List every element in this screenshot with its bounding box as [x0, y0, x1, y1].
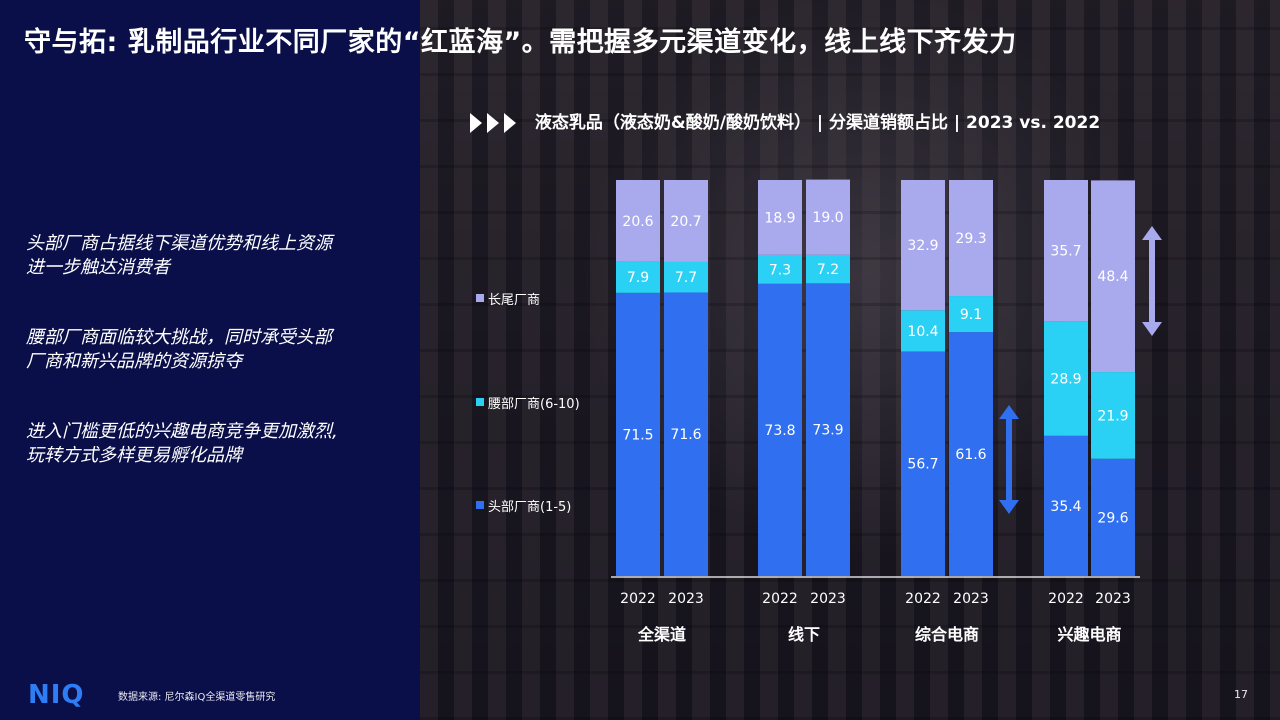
bar-segment-0-2022-0 — [616, 292, 660, 576]
double-arrow-icon-1-shape — [1142, 226, 1162, 336]
chart-subtitle-text: 液态乳品（液态奶&酸奶/酸奶饮料） | 分渠道销额占比 | 2023 vs. 2… — [534, 113, 1101, 133]
key-point-1: 头部厂商占据线下渠道优势和线上资源 进一步触达消费者 — [26, 233, 332, 278]
double-arrow-icon-0-shape — [999, 405, 1019, 514]
group-label-2: 综合电商 — [915, 625, 979, 644]
data-label-1-2022-1: 7.3 — [769, 262, 791, 278]
triple-arrow-icon — [470, 113, 521, 133]
bar-segment-0-2023-2 — [664, 180, 708, 262]
data-source: 数据来源: 尼尔森IQ全渠道零售研究 — [118, 692, 276, 703]
page-number: 17 — [1234, 688, 1248, 701]
data-label-3-2023-1: 21.9 — [1097, 408, 1128, 424]
bar-segment-2-2023-1 — [949, 296, 993, 333]
data-label-2-2023-0: 61.6 — [955, 447, 986, 463]
bar-segment-3-2023-2 — [1091, 180, 1135, 373]
data-label-1-2022-0: 73.8 — [764, 423, 795, 439]
key-points: 头部厂商占据线下渠道优势和线上资源 进一步触达消费者 腰部厂商面临较大挑战，同时… — [26, 232, 406, 514]
group-label-0: 全渠道 — [637, 625, 686, 644]
bar-segment-1-2022-0 — [758, 283, 802, 576]
bar-segment-0-2023-0 — [664, 292, 708, 576]
bar-segment-1-2023-1 — [806, 254, 850, 284]
group-label-1: 线下 — [788, 625, 820, 644]
data-label-0-2023-2: 20.7 — [670, 214, 701, 230]
bar-segment-0-2022-2 — [616, 180, 660, 262]
chart-subtitle: 液态乳品（液态奶&酸奶/酸奶饮料） | 分渠道销额占比 | 2023 vs. 2… — [470, 108, 1100, 133]
year-label-3-2022: 2022 — [1048, 591, 1084, 607]
data-label-2-2023-2: 29.3 — [955, 231, 986, 247]
year-label-2-2022: 2022 — [905, 591, 941, 607]
year-label-3-2023: 2023 — [1095, 591, 1131, 607]
slide-title: 守与拓: 乳制品行业不同厂家的“红蓝海”。需把握多元渠道变化，线上线下齐发力 — [24, 27, 1017, 58]
key-point-3: 进入门槛更低的兴趣电商竞争更加激烈, 玩转方式多样更易孵化品牌 — [26, 421, 338, 466]
data-label-2-2022-0: 56.7 — [907, 457, 938, 473]
legend-swatch-1 — [476, 398, 484, 406]
data-label-0-2022-1: 7.9 — [627, 270, 649, 286]
double-arrow-icon-1 — [1142, 226, 1162, 336]
data-label-1-2023-1: 7.2 — [817, 262, 839, 278]
data-label-2-2023-1: 9.1 — [960, 307, 982, 323]
bar-segment-3-2022-2 — [1044, 180, 1088, 322]
legend-swatch-0 — [476, 294, 484, 302]
data-label-3-2023-2: 48.4 — [1097, 269, 1128, 285]
bar-segment-3-2022-1 — [1044, 321, 1088, 436]
data-label-0-2023-0: 71.6 — [670, 427, 701, 443]
legend-swatch-2 — [476, 501, 484, 509]
data-label-1-2023-0: 73.9 — [812, 423, 843, 439]
double-arrow-icon-0 — [999, 405, 1019, 514]
bar-segment-1-2023-0 — [806, 283, 850, 576]
bar-segment-0-2023-1 — [664, 261, 708, 293]
data-label-2-2022-1: 10.4 — [907, 324, 938, 340]
data-label-3-2023-0: 29.6 — [1097, 510, 1128, 526]
bar-segment-2-2023-2 — [949, 180, 993, 297]
data-label-3-2022-2: 35.7 — [1050, 244, 1081, 260]
bar-segment-2-2023-0 — [949, 332, 993, 576]
key-point-2: 腰部厂商面临较大挑战，同时承受头部 厂商和新兴品牌的资源掠夺 — [26, 327, 332, 372]
bar-segment-0-2022-1 — [616, 261, 660, 293]
left-panel — [0, 0, 420, 720]
bar-segment-1-2022-1 — [758, 254, 802, 284]
bar-segment-3-2023-1 — [1091, 372, 1135, 459]
year-label-0-2023: 2023 — [668, 591, 704, 607]
bar-segment-3-2023-0 — [1091, 458, 1135, 576]
legend-label-1: 腰部厂商(6-10) — [488, 397, 580, 412]
bar-segment-1-2022-2 — [758, 180, 802, 255]
data-label-3-2022-1: 28.9 — [1050, 372, 1081, 388]
data-label-0-2023-1: 7.7 — [675, 270, 697, 286]
niq-logo: NIQ — [28, 680, 85, 710]
data-label-1-2023-2: 19.0 — [812, 210, 843, 226]
legend-label-2: 头部厂商(1-5) — [488, 500, 571, 515]
bar-segment-2-2022-0 — [901, 351, 945, 576]
bar-segment-1-2023-2 — [806, 179, 850, 255]
data-label-1-2022-2: 18.9 — [764, 210, 795, 226]
bar-segment-3-2022-0 — [1044, 435, 1088, 576]
year-label-1-2023: 2023 — [810, 591, 846, 607]
year-label-1-2022: 2022 — [762, 591, 798, 607]
data-label-2-2022-2: 32.9 — [907, 238, 938, 254]
data-label-0-2022-0: 71.5 — [622, 427, 653, 443]
group-label-3: 兴趣电商 — [1057, 625, 1121, 644]
year-label-2-2023: 2023 — [953, 591, 989, 607]
legend-label-0: 长尾厂商 — [488, 293, 540, 308]
bar-segment-2-2022-2 — [901, 180, 945, 311]
year-label-0-2022: 2022 — [620, 591, 656, 607]
bar-segment-2-2022-1 — [901, 310, 945, 352]
data-label-3-2022-0: 35.4 — [1050, 499, 1081, 515]
data-label-0-2022-2: 20.6 — [622, 214, 653, 230]
